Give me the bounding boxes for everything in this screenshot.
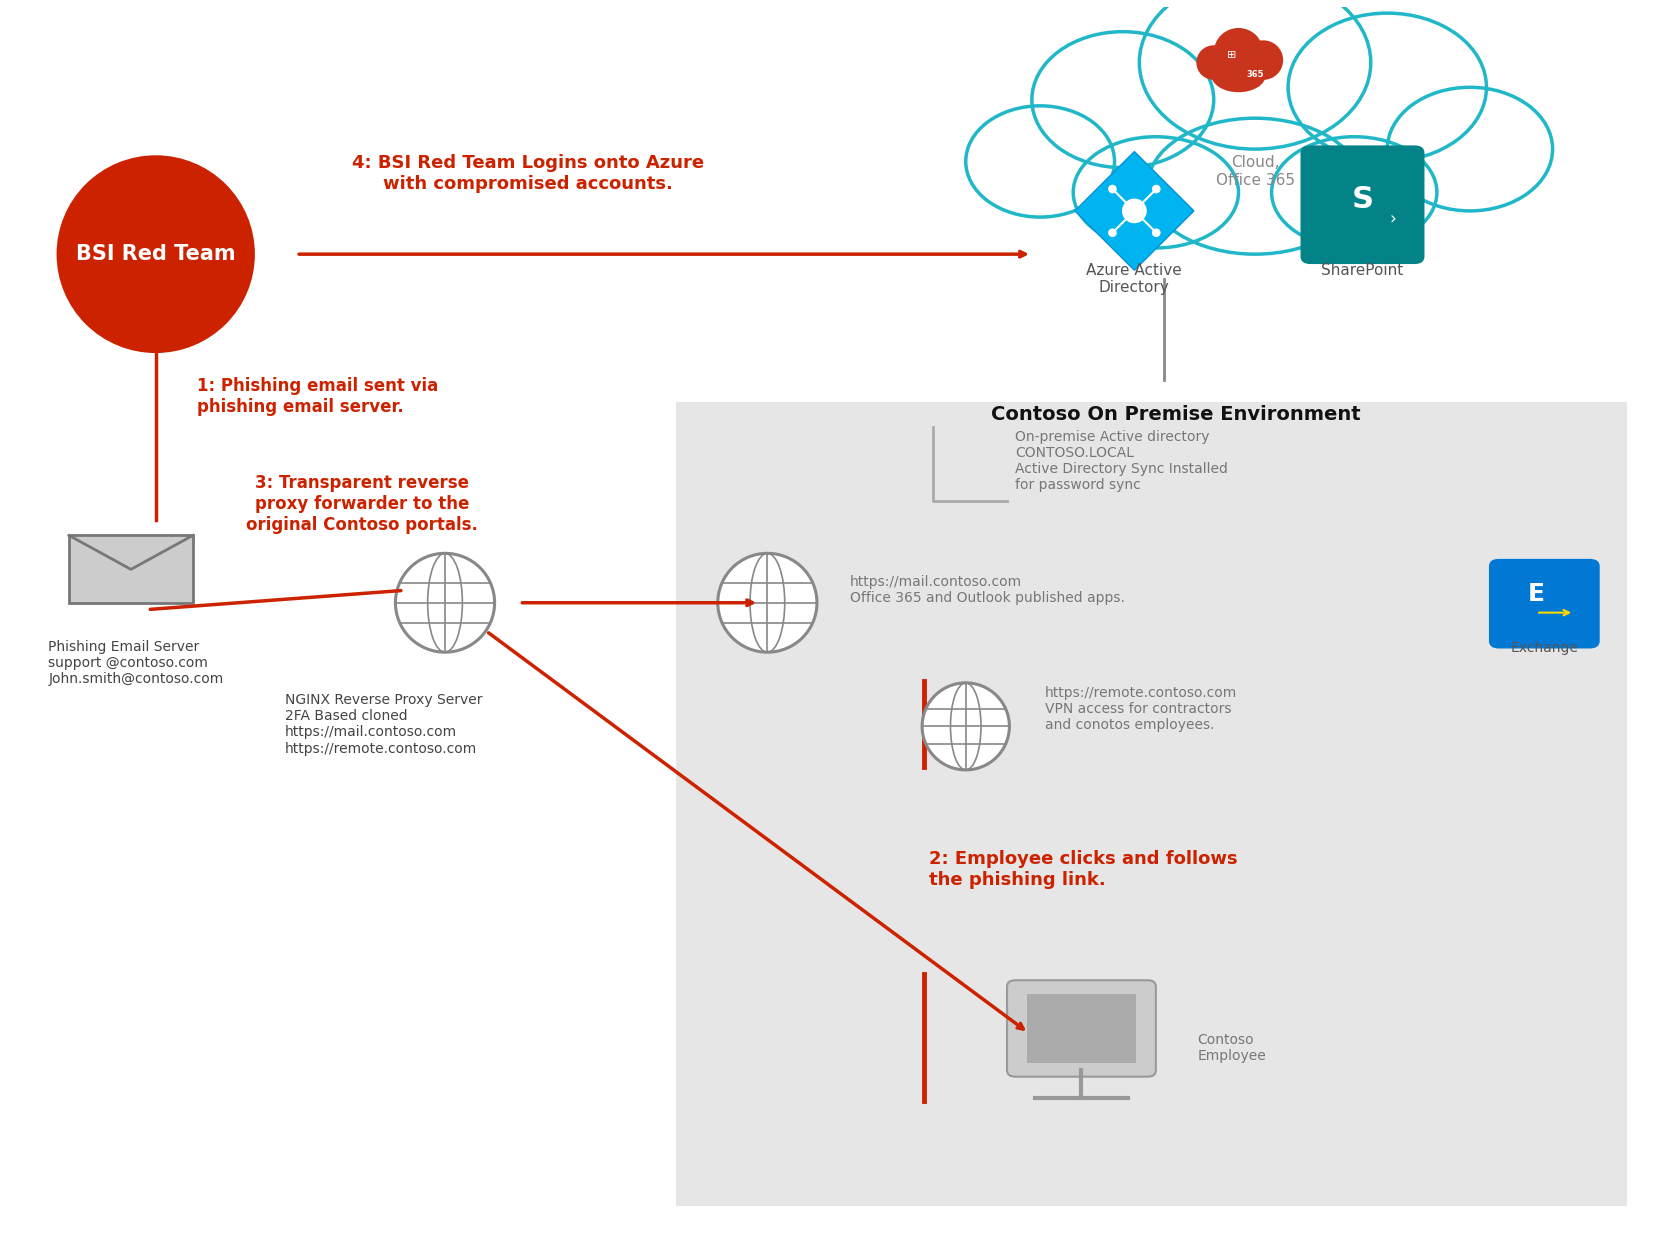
Text: Contoso On Premise Environment: Contoso On Premise Environment	[990, 405, 1360, 424]
Text: ⊞: ⊞	[1227, 50, 1237, 60]
Text: 2: Employee clicks and follows
the phishing link.: 2: Employee clicks and follows the phish…	[930, 850, 1239, 889]
Text: Phishing Email Server
support @contoso.com
John.smith@contoso.com: Phishing Email Server support @contoso.c…	[48, 640, 223, 686]
Ellipse shape	[718, 554, 817, 652]
Ellipse shape	[1032, 31, 1214, 168]
Text: 3: Transparent reverse
proxy forwarder to the
original Contoso portals.: 3: Transparent reverse proxy forwarder t…	[247, 474, 478, 534]
Ellipse shape	[1152, 229, 1160, 238]
Text: https://mail.contoso.com
Office 365 and Outlook published apps.: https://mail.contoso.com Office 365 and …	[850, 575, 1125, 605]
Ellipse shape	[57, 155, 255, 352]
Text: On-premise Active directory
CONTOSO.LOCAL
Active Directory Sync Installed
for pa: On-premise Active directory CONTOSO.LOCA…	[1015, 430, 1229, 492]
FancyBboxPatch shape	[1027, 994, 1135, 1062]
Ellipse shape	[1197, 45, 1230, 80]
Ellipse shape	[1152, 185, 1160, 194]
Text: Contoso
Employee: Contoso Employee	[1197, 1032, 1265, 1062]
Text: Azure Active
Directory: Azure Active Directory	[1087, 262, 1182, 295]
Ellipse shape	[1109, 229, 1117, 238]
Text: https://remote.contoso.com
VPN access for contractors
and conotos employees.: https://remote.contoso.com VPN access fo…	[1045, 686, 1237, 732]
FancyBboxPatch shape	[677, 402, 1627, 1206]
Ellipse shape	[1272, 136, 1437, 248]
Text: 1: Phishing email sent via
phishing email server.: 1: Phishing email sent via phishing emai…	[197, 378, 438, 416]
FancyBboxPatch shape	[1007, 980, 1155, 1076]
Text: 365: 365	[1247, 70, 1264, 80]
Ellipse shape	[1147, 119, 1362, 254]
Ellipse shape	[922, 682, 1010, 770]
Text: Exchange: Exchange	[1510, 641, 1579, 655]
FancyBboxPatch shape	[1489, 559, 1600, 649]
Ellipse shape	[1387, 88, 1552, 211]
Ellipse shape	[395, 554, 495, 652]
Text: BSI Red Team: BSI Red Team	[77, 244, 235, 264]
Ellipse shape	[1289, 12, 1487, 161]
Text: E: E	[1527, 582, 1545, 606]
Ellipse shape	[1122, 199, 1147, 224]
Ellipse shape	[1109, 185, 1117, 194]
Text: NGINX Reverse Proxy Server
2FA Based cloned
https://mail.contoso.com
https://rem: NGINX Reverse Proxy Server 2FA Based clo…	[285, 693, 482, 755]
Ellipse shape	[965, 106, 1115, 218]
Text: SharePoint: SharePoint	[1322, 262, 1404, 278]
Ellipse shape	[1214, 28, 1264, 78]
Text: 4: BSI Red Team Logins onto Azure
with compromised accounts.: 4: BSI Red Team Logins onto Azure with c…	[352, 155, 703, 194]
Ellipse shape	[1212, 58, 1265, 92]
Text: S: S	[1352, 185, 1374, 214]
Text: ›: ›	[1389, 210, 1395, 229]
Polygon shape	[1075, 151, 1194, 270]
Ellipse shape	[1074, 136, 1239, 248]
Ellipse shape	[1244, 40, 1284, 80]
Ellipse shape	[1139, 0, 1370, 149]
FancyBboxPatch shape	[68, 535, 193, 604]
FancyBboxPatch shape	[1300, 145, 1425, 264]
Text: Cloud,
Office 365: Cloud, Office 365	[1215, 155, 1295, 188]
